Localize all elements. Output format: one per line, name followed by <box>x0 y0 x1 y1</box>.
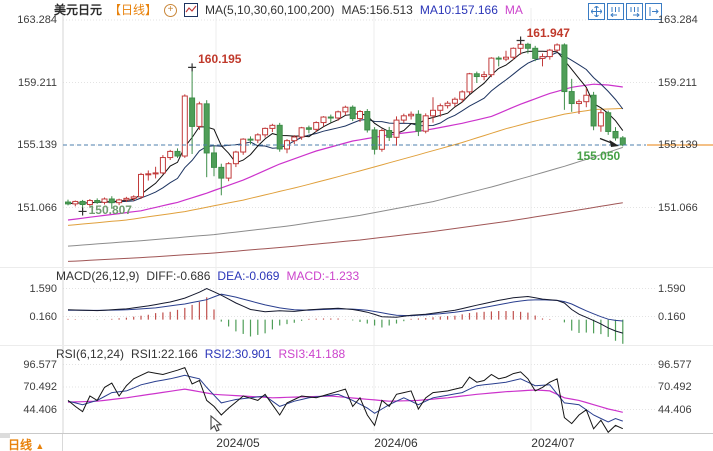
price-tick-left: 159.211 <box>18 76 57 89</box>
macd-dea-value: DEA:-0.069 <box>217 269 280 283</box>
axis-corner-divider <box>62 434 63 451</box>
macd-hist-value: MACD:-1.233 <box>286 269 360 283</box>
rsi-header: RSI(6,12,24) RSI1:22.166 RSI2:30.901 RSI… <box>56 346 345 362</box>
rsi2-value: RSI2:30.901 <box>204 347 272 361</box>
macd-diff-value: DIFF:-0.686 <box>146 269 211 283</box>
ma10-value: MA10:157.166 <box>419 3 498 17</box>
zoom-in-range-icon[interactable] <box>626 3 643 20</box>
macd-tick-left: 0.160 <box>29 310 57 323</box>
period-selector-label: 日线 <box>8 438 33 451</box>
macd-tick-right: 1.590 <box>658 282 686 295</box>
go-to-latest-icon[interactable] <box>645 3 662 20</box>
line-chart-icon[interactable] <box>184 3 199 17</box>
macd-header: MACD(26,12,9) DIFF:-0.686 DEA:-0.069 MAC… <box>56 268 359 284</box>
rsi1-value: RSI1:22.166 <box>131 347 198 361</box>
price-arrow-head <box>609 140 619 147</box>
ma5-value: MA5:156.513 <box>341 3 413 17</box>
rsi3-value: RSI3:41.188 <box>278 347 346 361</box>
chart-header: 美元日元 【日线】 + MA(5,10,30,60,100,200) MA5:1… <box>54 2 523 18</box>
panel-separator <box>0 267 713 268</box>
zoom-out-range-icon[interactable] <box>607 3 624 20</box>
macd-tick-left: 1.590 <box>29 282 57 295</box>
pan-crosshair-icon[interactable] <box>588 3 605 20</box>
macd-title: MACD(26,12,9) <box>56 269 140 283</box>
price-tick-right: 159.211 <box>658 76 697 89</box>
symbol-name: 美元日元 <box>54 3 103 17</box>
annotation-low-155050: 155.050 <box>576 149 621 164</box>
macd-tick-right: 0.160 <box>658 310 686 323</box>
price-tick-left: 163.284 <box>17 14 57 26</box>
price-tick-left: 151.066 <box>17 201 57 214</box>
grid-lines <box>62 8 655 433</box>
ma-more-value: MA <box>504 3 523 17</box>
period-tag[interactable]: 【日线】 <box>109 3 158 17</box>
scrollbar-nub[interactable] <box>0 433 10 438</box>
rsi-tick-right: 96.577 <box>658 358 692 371</box>
ma-settings-label: MA(5,10,30,60,100,200) <box>205 3 335 17</box>
add-indicator-icon[interactable]: + <box>164 3 178 17</box>
rsi-tick-left: 96.577 <box>23 358 57 371</box>
mouse-cursor <box>210 415 223 432</box>
price-marker-cross <box>516 36 525 45</box>
date-tick: 2024/05 <box>216 436 260 450</box>
panel-separator <box>0 345 713 346</box>
price-tick-right: 151.066 <box>658 201 698 214</box>
annotation-high-161947: 161.947 <box>526 25 570 40</box>
price-marker-cross <box>78 207 87 216</box>
rsi-tick-right: 70.492 <box>658 381 692 393</box>
chart-toolbar <box>588 3 662 20</box>
annotation-low-150807: 150.807 <box>88 203 132 218</box>
rsi-tick-right: 44.406 <box>658 403 692 416</box>
price-tick-right: 155.139 <box>658 139 698 151</box>
annotation-high-160195: 160.195 <box>198 52 242 67</box>
price-tick-left: 155.139 <box>17 139 57 151</box>
date-tick: 2024/07 <box>531 436 575 450</box>
rsi-tick-left: 70.492 <box>23 381 57 393</box>
price-marker-cross <box>188 63 197 72</box>
candlesticks <box>65 40 626 212</box>
price-tick-right: 163.284 <box>658 14 698 26</box>
date-tick: 2024/06 <box>374 436 418 450</box>
macd-histogram <box>67 297 624 344</box>
rsi-tick-left: 44.406 <box>23 403 57 416</box>
triangle-up-icon: ▲ <box>35 441 45 451</box>
time-axis-bar <box>0 433 713 451</box>
period-selector[interactable]: 日线 ▲ <box>8 436 44 451</box>
rsi-title: RSI(6,12,24) <box>56 347 125 361</box>
